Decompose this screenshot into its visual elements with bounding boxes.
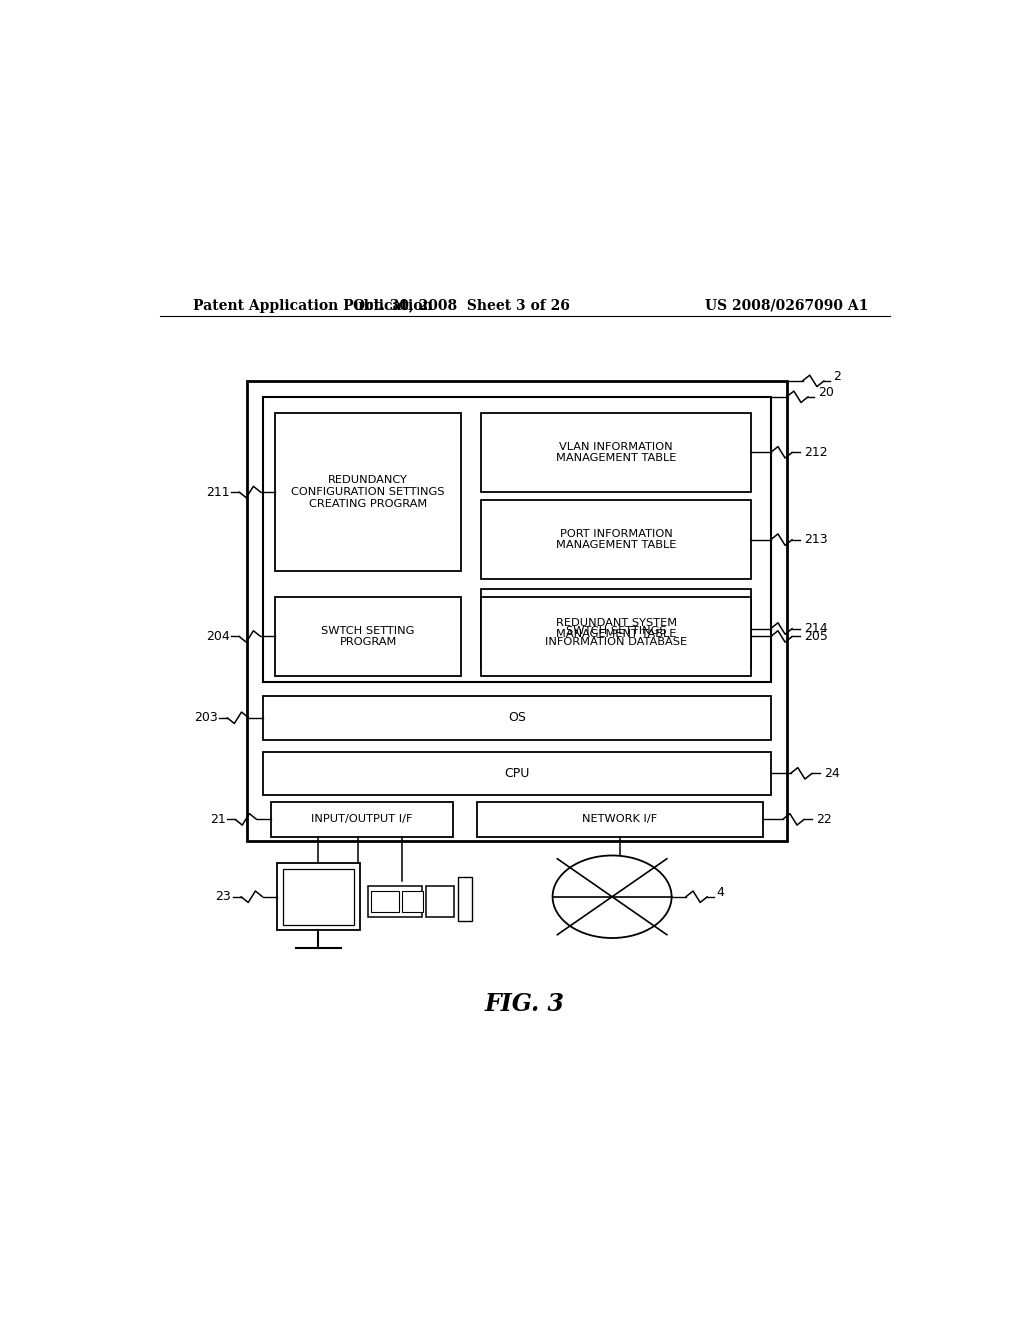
Text: 20: 20 xyxy=(817,387,834,400)
Ellipse shape xyxy=(553,855,672,939)
Text: REDUNDANCY
CONFIGURATION SETTINGS
CREATING PROGRAM: REDUNDANCY CONFIGURATION SETTINGS CREATI… xyxy=(291,475,444,508)
Text: Patent Application Publication: Patent Application Publication xyxy=(194,298,433,313)
Bar xyxy=(481,500,751,579)
Text: 213: 213 xyxy=(804,533,827,546)
Bar xyxy=(274,597,461,676)
Text: 2: 2 xyxy=(834,371,842,383)
Bar xyxy=(477,801,763,837)
Text: 204: 204 xyxy=(206,630,229,643)
Bar xyxy=(270,801,454,837)
Bar xyxy=(481,413,751,492)
Bar xyxy=(274,413,461,572)
Text: 212: 212 xyxy=(804,446,827,459)
Text: 4: 4 xyxy=(717,886,725,899)
Text: US 2008/0267090 A1: US 2008/0267090 A1 xyxy=(705,298,868,313)
Text: VLAN INFORMATION
MANAGEMENT TABLE: VLAN INFORMATION MANAGEMENT TABLE xyxy=(556,441,676,463)
Text: 24: 24 xyxy=(824,767,840,780)
Bar xyxy=(481,589,751,668)
Text: 214: 214 xyxy=(804,622,827,635)
Text: INPUT/OUTPUT I/F: INPUT/OUTPUT I/F xyxy=(311,814,413,825)
Text: OS: OS xyxy=(508,711,525,725)
Bar xyxy=(263,751,771,795)
Text: 205: 205 xyxy=(804,630,828,643)
Text: SWTCH SETTING
PROGRAM: SWTCH SETTING PROGRAM xyxy=(322,626,415,647)
Text: 22: 22 xyxy=(816,813,831,826)
Bar xyxy=(263,696,771,739)
Bar xyxy=(458,876,472,920)
Bar xyxy=(276,863,360,931)
Text: SWTCH SETTINGS
INFORMATION DATABASE: SWTCH SETTINGS INFORMATION DATABASE xyxy=(545,626,687,647)
Bar xyxy=(368,887,422,916)
Text: 211: 211 xyxy=(206,486,229,499)
Text: REDUNDANT SYSTEM
MANAGEMENT TABLE: REDUNDANT SYSTEM MANAGEMENT TABLE xyxy=(555,618,677,639)
Bar xyxy=(247,381,786,841)
Text: FIG. 3: FIG. 3 xyxy=(484,991,565,1016)
Text: 21: 21 xyxy=(210,813,225,826)
Bar xyxy=(263,397,771,682)
Text: CPU: CPU xyxy=(504,767,529,780)
Bar xyxy=(426,887,454,916)
Text: NETWORK I/F: NETWORK I/F xyxy=(583,814,657,825)
Text: Oct. 30, 2008  Sheet 3 of 26: Oct. 30, 2008 Sheet 3 of 26 xyxy=(353,298,569,313)
Bar xyxy=(372,891,399,912)
Bar xyxy=(481,597,751,676)
Bar xyxy=(284,869,353,925)
Text: 23: 23 xyxy=(215,890,230,903)
Text: 203: 203 xyxy=(194,711,218,725)
Bar xyxy=(402,891,423,912)
Text: PORT INFORMATION
MANAGEMENT TABLE: PORT INFORMATION MANAGEMENT TABLE xyxy=(556,529,676,550)
